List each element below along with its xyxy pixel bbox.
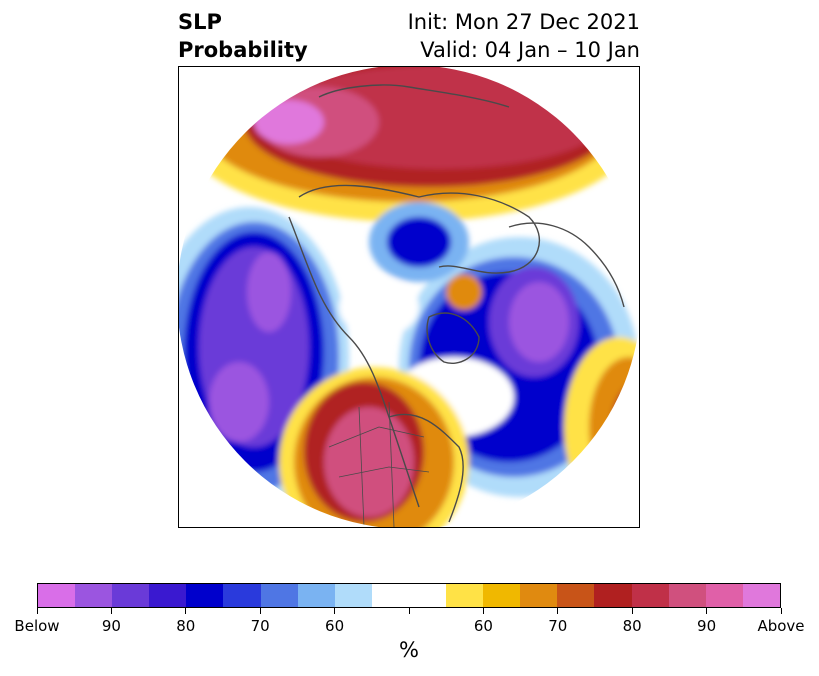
colorbar-tick-label: 90 <box>101 617 121 635</box>
colorbar-tick <box>185 608 187 614</box>
colorbar-tick <box>259 608 261 614</box>
colorbar-tick <box>780 608 782 614</box>
colorbar-segment <box>223 584 261 607</box>
colorbar-tick-label: Below <box>14 617 60 635</box>
product-title: Probability <box>178 38 308 62</box>
colorbar-segment <box>38 584 76 607</box>
colorbar-tick <box>631 608 633 614</box>
colorbar-segment <box>668 584 706 607</box>
colorbar-tick-label: 60 <box>325 617 345 635</box>
colorbar-segment <box>631 584 669 607</box>
colorbar-tick <box>36 608 38 614</box>
colorbar-tick-label: Above <box>757 617 805 635</box>
colorbar-tick-label: 90 <box>697 617 717 635</box>
colorbar-segment <box>520 584 558 607</box>
init-date: Init: Mon 27 Dec 2021 <box>407 10 640 34</box>
title-left: SLP Probability <box>178 8 308 64</box>
colorbar <box>37 583 781 608</box>
colorbar-tick-label: 80 <box>176 617 196 635</box>
colorbar-segment <box>594 584 632 607</box>
colorbar-segment <box>446 584 484 607</box>
colorbar-segment <box>557 584 595 607</box>
colorbar-segment <box>334 584 372 607</box>
colorbar-segment <box>297 584 335 607</box>
valid-range: Valid: 04 Jan – 10 Jan <box>420 38 640 62</box>
colorbar-tick-label: 70 <box>250 617 270 635</box>
colorbar-segment <box>483 584 521 607</box>
colorbar-tick <box>706 608 708 614</box>
colorbar-segment <box>260 584 298 607</box>
colorbar-segment <box>705 584 743 607</box>
colorbar-segment <box>371 584 409 607</box>
colorbar-segment <box>408 584 447 607</box>
title-right: Init: Mon 27 Dec 2021 Valid: 04 Jan – 10… <box>408 8 640 64</box>
colorbar-segment <box>75 584 113 607</box>
colorbar-tick-label: 70 <box>548 617 568 635</box>
colorbar-tick-label: 80 <box>622 617 642 635</box>
colorbar-unit: % <box>399 638 419 662</box>
colorbar-tick <box>408 608 410 614</box>
map-frame <box>178 66 640 528</box>
colorbar-segment <box>186 584 224 607</box>
colorbar-tick-label: 60 <box>473 617 493 635</box>
colorbar-tick <box>557 608 559 614</box>
colorbar-tick <box>334 608 336 614</box>
colorbar-segment <box>149 584 187 607</box>
variable-title: SLP <box>178 10 222 34</box>
colorbar-tick <box>110 608 112 614</box>
colorbar-tick <box>482 608 484 614</box>
colorbar-segment <box>742 584 780 607</box>
colorbar-segment <box>112 584 150 607</box>
probability-map <box>179 67 639 527</box>
